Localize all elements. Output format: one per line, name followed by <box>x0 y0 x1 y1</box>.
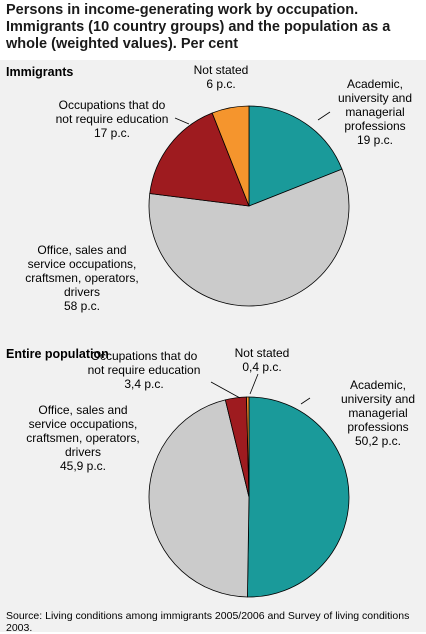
source-note: Source: Living conditions among immigran… <box>6 610 410 634</box>
pie-chart-immigrants <box>148 105 350 307</box>
label-line: 6 p.c. <box>206 77 236 91</box>
label-line: Office, sales and <box>38 403 128 417</box>
label-office-sales-service: Office, sales and service occupations, cra… <box>3 403 163 473</box>
label-line: Office, sales and <box>37 243 127 257</box>
label-line: professions <box>347 420 409 434</box>
leader-line <box>249 373 259 395</box>
label-line: 19 p.c. <box>356 133 394 147</box>
label-line: Academic, <box>346 77 404 91</box>
label-not-stated: Not stated 0,4 p.c. <box>182 346 342 374</box>
leader-line <box>210 381 241 399</box>
label-academic: Academic, university and managerial profess… <box>298 378 426 448</box>
panel-title-immigrants: Immigrants <box>6 65 74 79</box>
label-line: drivers <box>63 285 100 299</box>
label-line: university and <box>340 392 416 406</box>
label-no-education: Occupations that do not require education… <box>32 98 192 140</box>
label-line: not require education <box>87 363 201 377</box>
panel-immigrants: Immigrants Academic, university and manage… <box>0 60 426 350</box>
panel-entire-population: Entire population Academic, university an… <box>0 342 426 632</box>
label-line: Academic, <box>349 378 407 392</box>
label-line: professions <box>344 119 406 133</box>
label-line: 3,4 p.c. <box>124 377 164 391</box>
label-not-stated: Not stated 6 p.c. <box>141 63 301 91</box>
label-line: service occupations, <box>28 417 138 431</box>
label-line: Occupations that do <box>58 98 166 112</box>
label-office-sales-service: Office, sales and service occupations, cra… <box>2 243 162 313</box>
slice-academic <box>247 396 350 598</box>
label-line: managerial <box>345 105 405 119</box>
label-line: 0,4 p.c. <box>242 360 282 374</box>
label-line: service occupations, <box>27 257 137 271</box>
label-line: not require education <box>55 112 169 126</box>
label-line: craftsmen, operators, <box>25 271 139 285</box>
panel-title-entire-population: Entire population <box>6 347 109 361</box>
chart-title: Persons in income-generating work by occ… <box>6 2 391 52</box>
label-line: Not stated <box>234 346 290 360</box>
leader-line <box>174 117 190 125</box>
label-line: drivers <box>64 445 101 459</box>
label-line: managerial <box>348 406 408 420</box>
label-no-education: Occupations that do not require education… <box>64 349 224 391</box>
label-line: 45,9 p.c. <box>59 459 107 473</box>
slice-office-sales-service <box>148 168 350 307</box>
leader-line <box>317 111 331 121</box>
slice-academic <box>248 105 343 207</box>
label-academic: Academic, university and managerial profess… <box>295 77 426 147</box>
label-line: craftsmen, operators, <box>26 431 140 445</box>
slice-not-stated <box>211 105 250 207</box>
label-line: Not stated <box>193 63 249 77</box>
slice-no-education <box>149 112 250 207</box>
pie-chart-entire-population <box>148 373 350 598</box>
label-line: 50,2 p.c. <box>354 434 402 448</box>
leader-line <box>300 397 311 405</box>
label-line: 58 p.c. <box>63 299 101 313</box>
label-line: Occupations that do <box>90 349 198 363</box>
label-line: 17 p.c. <box>93 126 131 140</box>
slice-office-sales-service <box>148 399 250 598</box>
label-line: university and <box>337 91 413 105</box>
slice-not-stated <box>246 396 250 498</box>
